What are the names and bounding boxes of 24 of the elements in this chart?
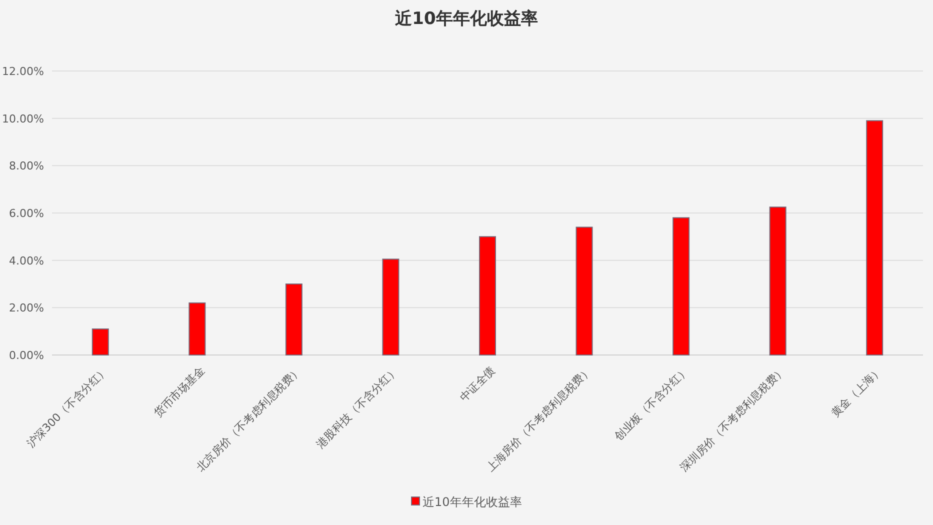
y-tick-label: 12.00%: [2, 65, 44, 78]
x-tick-label: 沪深300（不含分红）: [24, 364, 111, 450]
bar: [479, 236, 496, 356]
x-tick-label: 货币市场基金: [151, 364, 208, 420]
bar: [188, 302, 206, 356]
bar: [769, 206, 786, 356]
bar: [866, 120, 884, 356]
x-tick-label: 黄金（上海）: [828, 364, 885, 420]
y-tick-label: 6.00%: [9, 207, 44, 220]
bar: [92, 328, 109, 356]
x-tick-label: 创业板（不含分红）: [612, 364, 692, 444]
y-tick-label: 2.00%: [9, 302, 44, 315]
bar: [285, 284, 302, 356]
bar: [672, 217, 690, 356]
legend-label: 近10年年化收益率: [422, 495, 522, 509]
chart-title: 近10年年化收益率: [394, 9, 538, 29]
y-tick-label: 8.00%: [9, 160, 44, 173]
bar: [382, 258, 400, 356]
x-tick-label: 中证全债: [457, 364, 498, 404]
y-tick-label: 10.00%: [2, 112, 44, 126]
bar: [576, 226, 593, 356]
y-tick-label: 4.00%: [9, 254, 44, 268]
x-tick-label: 港股科技（不含分红）: [314, 364, 401, 451]
y-tick-label: 0.00%: [9, 349, 44, 362]
